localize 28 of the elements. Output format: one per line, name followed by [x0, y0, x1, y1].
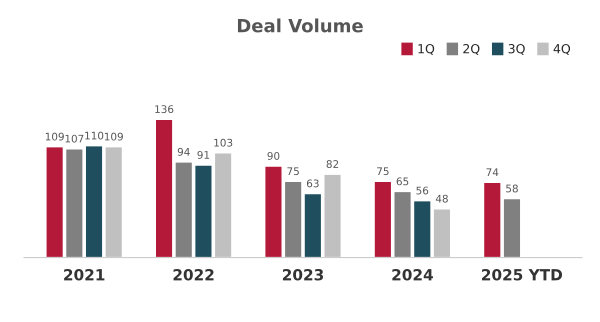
data-label: 75	[287, 167, 299, 176]
legend-label: 3Q	[508, 44, 525, 55]
data-label: 103	[214, 138, 232, 147]
x-tick-label: 2024	[392, 268, 433, 281]
x-tick-label: 2022	[174, 268, 214, 281]
data-label: 110	[85, 132, 104, 140]
x-tick-label: 2025 YTD	[482, 268, 562, 281]
data-label: 48	[436, 194, 448, 203]
x-tick-label: 2023	[282, 268, 324, 281]
data-label: 63	[306, 179, 319, 188]
x-tick-label: 2021	[64, 268, 104, 281]
legend-label: 4Q	[554, 44, 570, 55]
data-label: 109	[104, 132, 123, 141]
data-label: 74	[486, 168, 498, 176]
data-label: 91	[197, 150, 210, 159]
data-label: 94	[178, 148, 190, 156]
data-label: 82	[326, 160, 338, 168]
chart-title: Deal Volume	[238, 18, 363, 32]
legend-label: 1Q	[418, 44, 434, 55]
data-label: 90	[267, 152, 280, 160]
data-label: 136	[155, 105, 174, 114]
legend-label: 2Q	[463, 44, 480, 55]
data-label: 109	[46, 132, 64, 141]
data-label: 107	[66, 134, 84, 143]
data-label: 56	[416, 186, 428, 194]
data-label: 75	[377, 167, 389, 176]
data-label: 65	[396, 177, 408, 186]
data-label: 58	[506, 184, 518, 192]
